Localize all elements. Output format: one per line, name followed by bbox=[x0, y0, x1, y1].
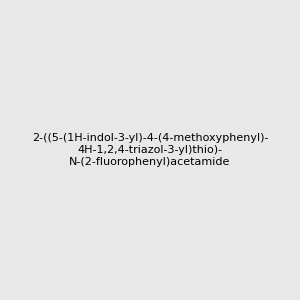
Text: 2-((5-(1H-indol-3-yl)-4-(4-methoxyphenyl)-
4H-1,2,4-triazol-3-yl)thio)-
N-(2-flu: 2-((5-(1H-indol-3-yl)-4-(4-methoxyphenyl… bbox=[32, 134, 268, 166]
